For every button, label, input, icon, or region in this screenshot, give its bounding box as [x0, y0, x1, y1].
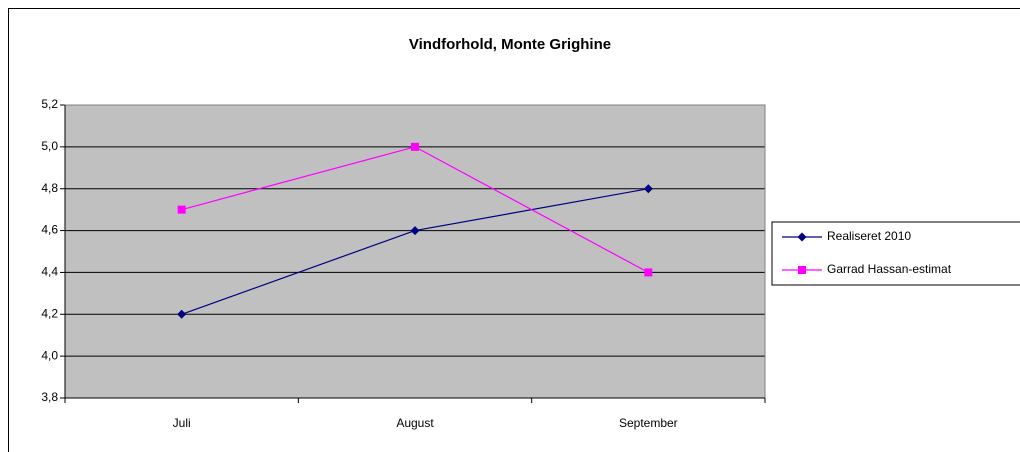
y-tick-label: 5,2 — [41, 97, 58, 111]
legend-marker — [798, 266, 806, 274]
point-marker — [410, 226, 420, 236]
y-tick-label: 4,4 — [41, 265, 58, 279]
legend-marker — [797, 232, 807, 242]
y-tick-label: 5,0 — [41, 139, 58, 153]
y-tick-label: 4,2 — [41, 306, 58, 320]
y-tick-label: 4,0 — [41, 348, 58, 362]
y-tick-label: 3,8 — [41, 390, 58, 404]
x-tick-label: August — [396, 416, 434, 430]
y-tick-label: 4,6 — [41, 223, 58, 237]
point-marker — [177, 205, 186, 214]
legend-box — [771, 221, 1020, 286]
legend-label: Realiseret 2010 — [827, 229, 911, 243]
plot-area — [65, 105, 765, 398]
x-tick-label: Juli — [173, 416, 191, 430]
point-marker — [644, 268, 653, 277]
x-tick-label: September — [619, 416, 678, 430]
point-marker — [411, 142, 419, 151]
point-marker — [177, 309, 187, 319]
point-marker — [643, 184, 653, 194]
y-tick-label: 4,8 — [41, 181, 58, 195]
chart-title: Vindforhold, Monte Grighine — [409, 36, 611, 53]
legend-label: Garrad Hassan-estimat — [827, 262, 952, 276]
